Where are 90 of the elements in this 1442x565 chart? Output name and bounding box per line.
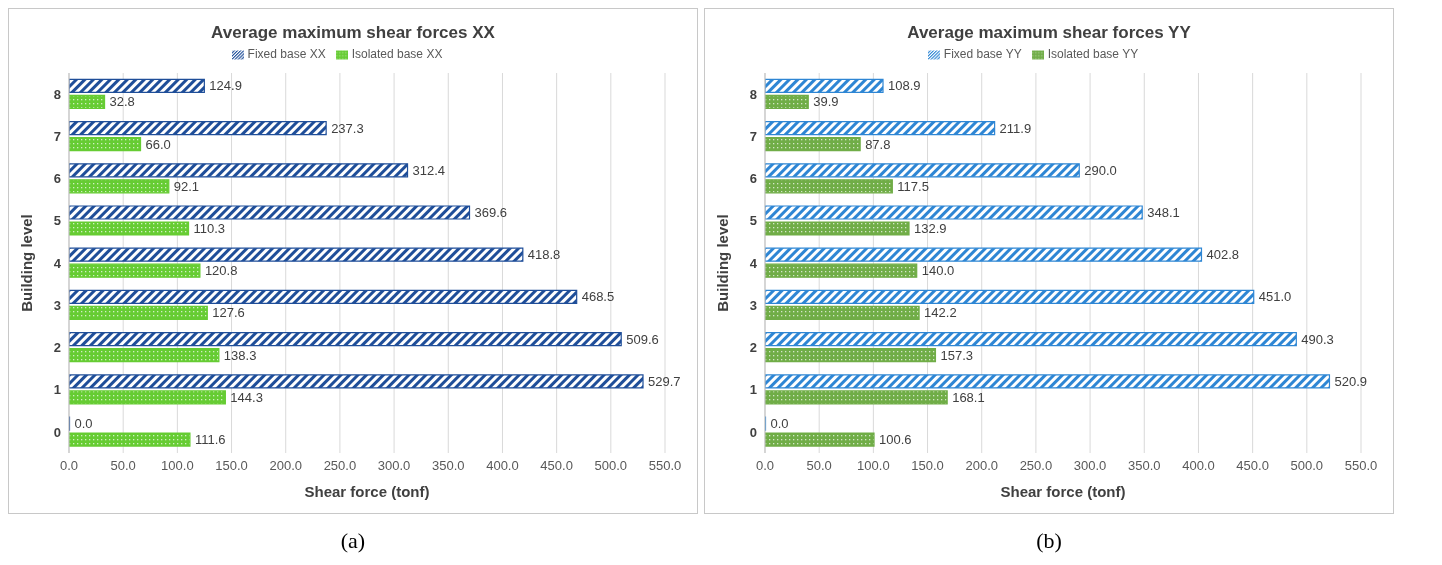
data-label: 127.6 xyxy=(212,305,245,321)
data-label: 66.0 xyxy=(145,136,171,152)
data-label: 0.0 xyxy=(74,416,93,432)
data-label: 100.6 xyxy=(879,432,912,448)
y-tick-label: 6 xyxy=(749,171,757,187)
y-tick-label: 4 xyxy=(53,255,62,271)
y-tick-label: 1 xyxy=(749,382,757,398)
data-label: 490.3 xyxy=(1301,331,1334,347)
data-label: 290.0 xyxy=(1084,162,1117,178)
data-label: 142.2 xyxy=(924,305,957,321)
data-label: 312.4 xyxy=(412,162,446,178)
data-label: 110.3 xyxy=(193,221,226,236)
data-label: 529.7 xyxy=(648,373,681,389)
x-tick-label: 350.0 xyxy=(1128,458,1161,474)
y-tick-label: 5 xyxy=(53,213,61,229)
data-label: 520.9 xyxy=(1334,373,1368,389)
chart-title: Average maximum shear forces XX xyxy=(210,23,496,43)
chart-title: Average maximum shear forces YY xyxy=(906,23,1192,43)
legend-label: Fixed base YY xyxy=(943,47,1022,61)
x-tick-label: 350.0 xyxy=(432,458,465,474)
x-tick-label: 100.0 xyxy=(857,458,890,474)
y-axis-title: Building level xyxy=(714,214,732,312)
data-label: 0.0 xyxy=(770,416,789,432)
x-tick-label: 100.0 xyxy=(161,458,194,474)
x-tick-label: 550.0 xyxy=(1344,458,1378,474)
y-tick-label: 1 xyxy=(53,382,61,398)
x-tick-label: 50.0 xyxy=(806,458,832,474)
data-label: 348.1 xyxy=(1147,205,1180,220)
y-tick-label: 0 xyxy=(749,424,757,440)
y-tick-label: 6 xyxy=(53,171,61,187)
x-tick-label: 0.0 xyxy=(755,458,775,474)
data-label: 237.3 xyxy=(331,120,364,136)
x-tick-label: 500.0 xyxy=(1290,458,1324,474)
data-label: 92.1 xyxy=(173,178,200,194)
y-tick-label: 0 xyxy=(53,424,61,440)
x-tick-label: 200.0 xyxy=(965,458,998,474)
y-tick-label: 8 xyxy=(749,86,757,102)
y-tick-label: 5 xyxy=(749,213,757,229)
y-tick-label: 8 xyxy=(53,86,61,102)
data-label: 32.8 xyxy=(109,94,135,110)
y-axis-title: Building level xyxy=(18,214,36,312)
text: (a) xyxy=(339,528,367,554)
legend-label: Isolated base YY xyxy=(1047,47,1139,61)
data-label: 144.3 xyxy=(230,389,263,405)
data-label: 369.6 xyxy=(474,205,508,220)
x-tick-label: 450.0 xyxy=(1236,458,1269,474)
data-label: 120.8 xyxy=(204,263,238,279)
x-tick-label: 450.0 xyxy=(540,458,573,474)
data-label: 418.8 xyxy=(527,247,561,263)
data-label: 111.6 xyxy=(194,432,226,448)
x-tick-label: 300.0 xyxy=(377,458,411,474)
x-tick-label: 150.0 xyxy=(215,458,248,474)
x-tick-label: 250.0 xyxy=(1019,458,1053,474)
x-axis-title: Shear force (tonf) xyxy=(1000,483,1126,500)
x-tick-label: 400.0 xyxy=(486,458,519,474)
x-tick-label: 150.0 xyxy=(911,458,944,474)
x-tick-label: 400.0 xyxy=(1182,458,1215,474)
x-tick-label: 250.0 xyxy=(323,458,357,474)
data-label: 39.9 xyxy=(813,94,839,110)
data-label: 509.6 xyxy=(626,331,659,347)
y-tick-label: 7 xyxy=(53,128,61,144)
legend-label: Fixed base XX xyxy=(247,47,326,61)
data-label: 138.3 xyxy=(223,347,257,363)
data-label: 468.5 xyxy=(581,289,615,305)
y-tick-label: 2 xyxy=(53,340,61,356)
y-tick-label: 7 xyxy=(749,128,757,144)
x-tick-label: 200.0 xyxy=(269,458,302,474)
data-label: 132.9 xyxy=(914,221,947,236)
y-tick-label: 4 xyxy=(749,255,758,271)
data-label: 211.9 xyxy=(999,120,1032,136)
data-label: 108.9 xyxy=(888,78,921,94)
data-label: 168.1 xyxy=(952,389,985,405)
y-tick-label: 3 xyxy=(749,297,757,313)
y-tick-label: 2 xyxy=(749,340,757,356)
data-label: 124.9 xyxy=(209,78,242,94)
data-label: 117.5 xyxy=(897,178,929,194)
data-label: 402.8 xyxy=(1206,247,1240,263)
x-tick-label: 550.0 xyxy=(648,458,682,474)
data-label: 451.0 xyxy=(1258,289,1292,305)
x-axis-title: Shear force (tonf) xyxy=(304,483,430,500)
x-tick-label: 500.0 xyxy=(594,458,628,474)
y-tick-label: 3 xyxy=(53,297,61,313)
data-label: 87.8 xyxy=(865,136,891,152)
x-tick-label: 50.0 xyxy=(110,458,136,474)
data-label: 140.0 xyxy=(921,263,955,279)
data-label: 157.3 xyxy=(940,347,973,363)
text: (b) xyxy=(1035,528,1063,554)
legend-label: Isolated base XX xyxy=(351,47,443,61)
x-tick-label: 300.0 xyxy=(1073,458,1107,474)
x-tick-label: 0.0 xyxy=(59,458,79,474)
